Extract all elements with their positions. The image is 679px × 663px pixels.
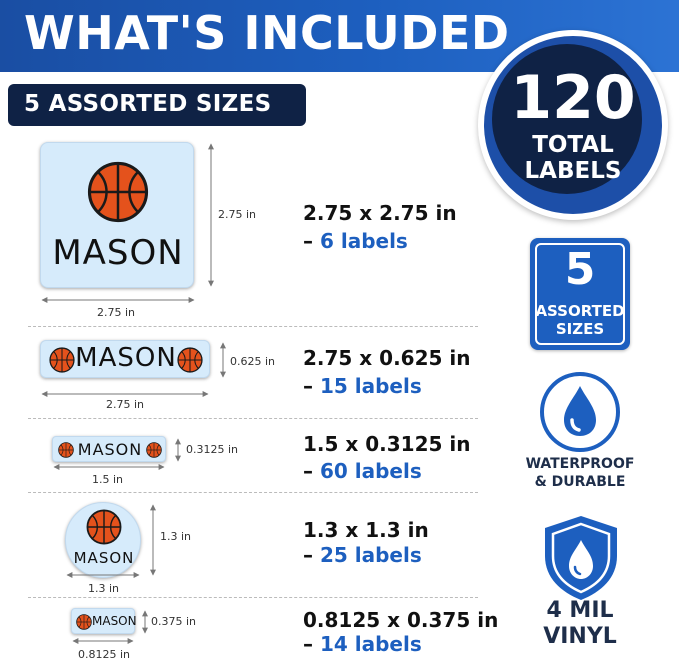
label-sample-small: MASON — [71, 608, 137, 634]
count-text: – 60 labels — [303, 459, 422, 483]
count-value: 6 labels — [319, 229, 408, 253]
assorted-sizes-badge: 5 ASSORTED SIZES — [530, 238, 630, 350]
count-text: – 14 labels — [303, 632, 422, 656]
divider — [28, 492, 478, 493]
width-arrow — [41, 391, 209, 397]
height-label: 0.375 in — [151, 615, 197, 628]
width-label: 0.8125 in — [78, 648, 131, 661]
height-label: 0.625 in — [230, 355, 276, 368]
label-sample-narrow: MASON — [52, 436, 166, 462]
subtitle-text: 5 ASSORTED SIZES — [24, 91, 272, 117]
height-label: 0.3125 in — [186, 443, 239, 456]
assorted-sizes-number: 5 — [564, 244, 596, 295]
width-arrow — [53, 464, 165, 470]
waterproof-line-1: WATERPROOF — [525, 456, 635, 472]
count-text: – 25 labels — [303, 543, 422, 567]
size-text: 1.3 x 1.3 in — [303, 518, 429, 542]
assorted-sizes-line-1: ASSORTED — [535, 302, 625, 320]
basketball-icon — [177, 347, 203, 373]
count-text: – 6 labels — [303, 229, 408, 253]
subtitle-pill: 5 ASSORTED SIZES — [8, 84, 306, 126]
count-dash: – — [303, 229, 320, 253]
width-label: 1.5 in — [92, 473, 124, 486]
count-value: 25 labels — [319, 543, 422, 567]
height-arrow — [175, 438, 181, 462]
size-text: 2.75 x 2.75 in — [303, 201, 457, 225]
assorted-sizes-line-2: SIZES — [555, 320, 605, 338]
count-dash: – — [303, 543, 320, 567]
badge-inner-circle — [492, 44, 642, 194]
divider — [28, 326, 478, 327]
count-value: 14 labels — [319, 632, 422, 656]
label-name: MASON — [52, 233, 184, 273]
badge-line-2: LABELS — [524, 158, 622, 184]
basketball-icon — [146, 442, 162, 458]
shield-drop-icon — [545, 516, 617, 600]
label-name: MASON — [75, 343, 177, 373]
count-value: 15 labels — [319, 374, 422, 398]
size-text: 0.8125 x 0.375 in — [303, 608, 499, 632]
label-name: MASON — [77, 440, 143, 459]
label-name: MASON — [92, 614, 137, 628]
width-label: 2.75 in — [106, 398, 145, 411]
basketball-icon — [87, 161, 149, 223]
count-dash: – — [303, 374, 320, 398]
label-sample-round: MASON — [65, 502, 141, 578]
waterproof-line-2: & DURABLE — [534, 474, 626, 490]
height-arrow — [208, 143, 214, 287]
width-arrow — [72, 638, 134, 644]
assorted-sizes-border — [535, 243, 625, 345]
height-label: 2.75 in — [218, 208, 257, 221]
total-labels-badge: 120 TOTAL LABELS — [478, 30, 668, 220]
page-title: WHAT'S INCLUDED — [24, 6, 510, 60]
height-label: 1.3 in — [160, 530, 192, 543]
divider — [28, 418, 478, 419]
water-drop-icon — [540, 372, 620, 452]
width-arrow — [41, 297, 195, 303]
badge-line-1: TOTAL — [532, 132, 614, 158]
width-arrow — [66, 572, 140, 578]
count-value: 60 labels — [319, 459, 422, 483]
divider — [28, 597, 478, 598]
height-arrow — [142, 610, 148, 634]
basketball-icon — [49, 347, 75, 373]
vinyl-line-2: VINYL — [543, 624, 617, 649]
count-dash: – — [303, 459, 320, 483]
label-name: MASON — [73, 549, 135, 567]
height-arrow — [150, 504, 156, 576]
size-text: 1.5 x 0.3125 in — [303, 432, 471, 456]
width-label: 2.75 in — [97, 306, 136, 319]
size-text: 2.75 x 0.625 in — [303, 346, 471, 370]
label-sample-wide: MASON — [40, 340, 210, 378]
basketball-icon — [86, 509, 122, 545]
label-sample-square-large: MASON — [40, 142, 194, 288]
width-label: 1.3 in — [88, 582, 120, 595]
vinyl-line-1: 4 MIL — [546, 598, 614, 623]
badge-number: 120 — [510, 63, 636, 133]
height-arrow — [220, 342, 226, 378]
basketball-icon — [58, 442, 74, 458]
basketball-icon — [76, 614, 92, 630]
count-text: – 15 labels — [303, 374, 422, 398]
count-dash: – — [303, 632, 320, 656]
